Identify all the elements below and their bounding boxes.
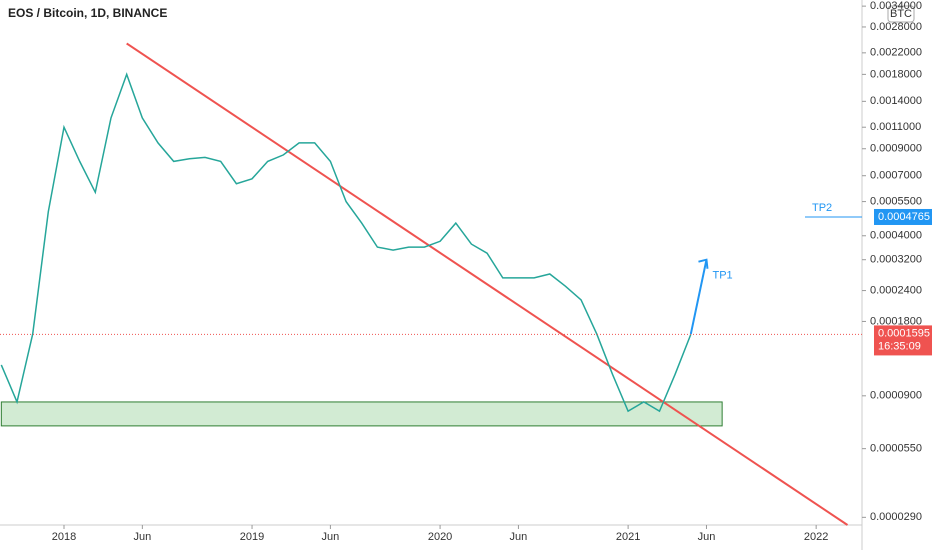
x-tick-label: 2020 [428,531,452,543]
y-tick-label: 0.0002400 [870,284,922,296]
tp2-text: TP2 [812,202,832,214]
x-tick-label: 2018 [52,531,76,543]
tp1-arrowhead [698,258,709,269]
x-tick-label: Jun [510,531,528,543]
last-price-label: 0.0001595 [878,327,930,339]
y-tick-label: 0.0004000 [870,230,922,242]
tp2-tag [874,208,932,225]
x-tick-label: Jun [133,531,151,543]
x-tick-label: 2021 [616,531,640,543]
y-tick-label: 0.0007000 [870,170,922,182]
tp2-label: 0.0004765 [878,211,930,223]
y-tick-label: 0.0022000 [870,47,922,59]
y-tick-label: 0.0000550 [870,443,922,455]
tp1-arrow [689,259,708,335]
last-price-tag [874,325,932,356]
y-tick-label: 0.0005500 [870,195,922,207]
y-tick-label: 0.0000290 [870,511,922,523]
y-tick-label: 0.0011000 [870,121,921,133]
y-tick-label: 0.0014000 [870,95,922,107]
y-tick-label: 0.0001800 [870,315,922,327]
currency-box [887,5,915,23]
trendline [126,42,849,526]
y-tick-label: 0.0000900 [870,390,922,402]
price-line [0,72,692,413]
x-tick-label: 2022 [804,531,828,543]
x-tick-label: 2019 [240,531,264,543]
chart-title: EOS / Bitcoin, 1D, BINANCE [8,6,167,20]
y-tick-label: 0.0028000 [870,21,922,33]
x-tick-label: Jun [698,531,716,543]
tp1-text: TP1 [712,270,732,282]
y-tick-label: 0.0003200 [870,254,922,266]
x-tick-label: Jun [322,531,340,543]
y-tick-label: 0.0034000 [870,0,922,12]
countdown: 16:35:09 [878,340,921,352]
support-zone [0,401,723,427]
y-tick-label: 0.0018000 [870,68,922,80]
y-tick-label: 0.0009000 [870,143,922,155]
currency: BTC [890,8,912,20]
